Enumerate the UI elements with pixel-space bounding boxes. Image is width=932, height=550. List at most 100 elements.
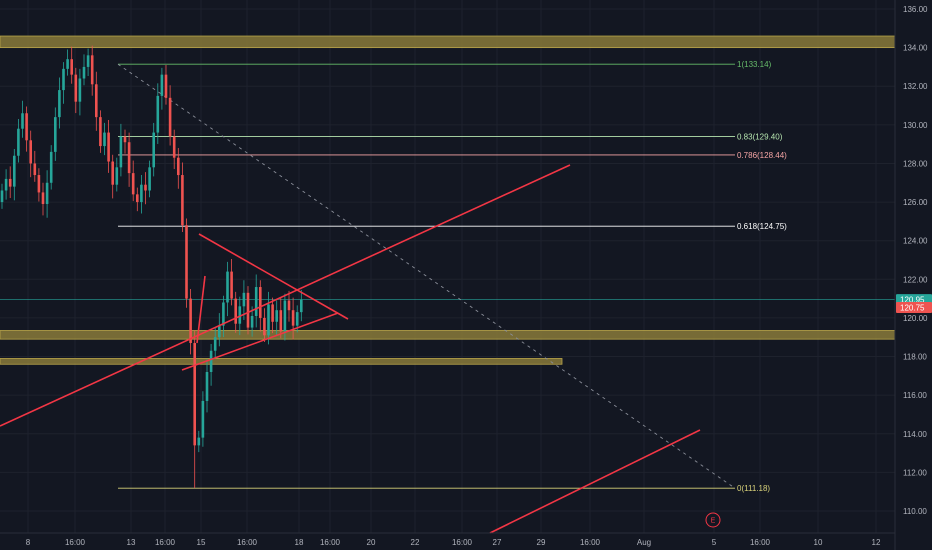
candle-body (287, 300, 291, 311)
candle-body (230, 271, 233, 299)
candle-body (201, 400, 205, 438)
x-tick-label: 10 (814, 538, 823, 547)
candle-body (242, 292, 246, 307)
x-tick-label: 16:00 (580, 538, 601, 547)
candle-body (136, 194, 139, 203)
candle (144, 172, 147, 205)
candle (218, 313, 221, 347)
candle (8, 166, 12, 199)
candle (230, 259, 233, 306)
candle (21, 100, 24, 138)
candle-body (103, 132, 106, 147)
candle (0, 183, 4, 209)
candle-body (78, 78, 82, 102)
y-tick-label: 112.00 (903, 468, 927, 477)
time-axis[interactable]: 8 16:00 13 16:00 15 16:00 18 16:00 20 22 16:00 27 29… (0, 532, 895, 547)
x-tick-label: 8 (26, 538, 31, 547)
candle (254, 274, 258, 328)
y-tick-label: 134.00 (903, 44, 928, 53)
x-tick-label: 22 (411, 538, 420, 547)
candle (193, 330, 196, 488)
fib-trend-dashed-line[interactable] (117, 63, 736, 489)
event-marker-circle[interactable] (705, 512, 721, 528)
candle (242, 280, 246, 321)
candle (164, 64, 168, 105)
candle-body (181, 175, 184, 226)
candle-body (213, 337, 217, 351)
candle-body (222, 302, 225, 326)
candle (82, 54, 86, 86)
y-tick-label: 126.00 (903, 198, 928, 207)
candle-body (131, 173, 135, 195)
candle-body (13, 155, 16, 187)
fib-level-label: 0.83(129.40) (737, 132, 783, 141)
candle-body (107, 132, 110, 162)
y-tick-label: 114.00 (903, 430, 927, 439)
trendline[interactable] (489, 429, 701, 534)
candle (49, 145, 53, 190)
candle-body (41, 192, 45, 205)
candle (54, 107, 57, 161)
candle-body (8, 178, 12, 187)
candle (103, 122, 106, 156)
candle-body (246, 292, 250, 328)
trendline[interactable] (196, 275, 206, 344)
candle-body (271, 304, 274, 322)
candle-body (238, 306, 242, 324)
candle (148, 160, 151, 198)
y-tick-label: 124.00 (903, 237, 928, 246)
event-marker-label: E (711, 518, 716, 525)
candle-body (218, 325, 221, 338)
price-axis[interactable]: 136.00 134.00 132.00 130.00 128.00 126.00 124.… (894, 0, 928, 550)
candle-body (160, 74, 164, 96)
x-tick-label: 16:00 (65, 538, 86, 547)
candle (291, 297, 295, 340)
candle (25, 106, 28, 152)
candle-body (209, 350, 213, 372)
candle-body (86, 55, 90, 67)
candle (156, 83, 160, 144)
candle (201, 391, 205, 447)
candle (111, 154, 114, 199)
candle-body (205, 371, 209, 401)
candle-body (25, 113, 28, 141)
candle-body (148, 167, 151, 191)
candle-body (164, 74, 168, 98)
fib-level-label: 1(133.14) (737, 60, 772, 69)
candle (127, 132, 131, 187)
candle (136, 187, 139, 212)
candle (287, 290, 291, 322)
trendline[interactable] (198, 233, 349, 320)
candle-body (177, 157, 180, 176)
earnings-event-marker[interactable]: E (705, 512, 721, 528)
candle-body (66, 59, 69, 69)
price-tag-label: 120.75 (900, 303, 925, 312)
candle-body (267, 304, 270, 336)
y-tick-label: 110.00 (903, 507, 927, 516)
fibonacci-retracement[interactable]: 1(133.14) 0.83(129.40) 0.786(128.44) 0.618(… (117, 60, 787, 493)
grid-lines (0, 0, 895, 533)
candle-body (70, 59, 73, 75)
candle-body (4, 178, 8, 191)
candle-body (74, 74, 78, 102)
candle-body (295, 312, 299, 326)
trendline[interactable] (0, 164, 571, 427)
x-tick-label: 20 (367, 538, 376, 547)
trendline[interactable] (181, 312, 339, 371)
candle-body (45, 182, 49, 205)
y-tick-label: 122.00 (903, 275, 928, 284)
candle (4, 169, 8, 200)
candle-body (54, 117, 57, 152)
x-tick-label: 16:00 (452, 538, 473, 547)
fib-level-label: 0(111.18) (737, 484, 770, 493)
y-tick-label: 116.00 (903, 391, 927, 400)
candle-body (62, 68, 65, 91)
candle (263, 308, 266, 343)
candle (29, 130, 32, 178)
candle (205, 359, 209, 413)
zone-band (0, 35, 896, 49)
candle (99, 110, 102, 153)
trendlines[interactable] (0, 164, 701, 534)
